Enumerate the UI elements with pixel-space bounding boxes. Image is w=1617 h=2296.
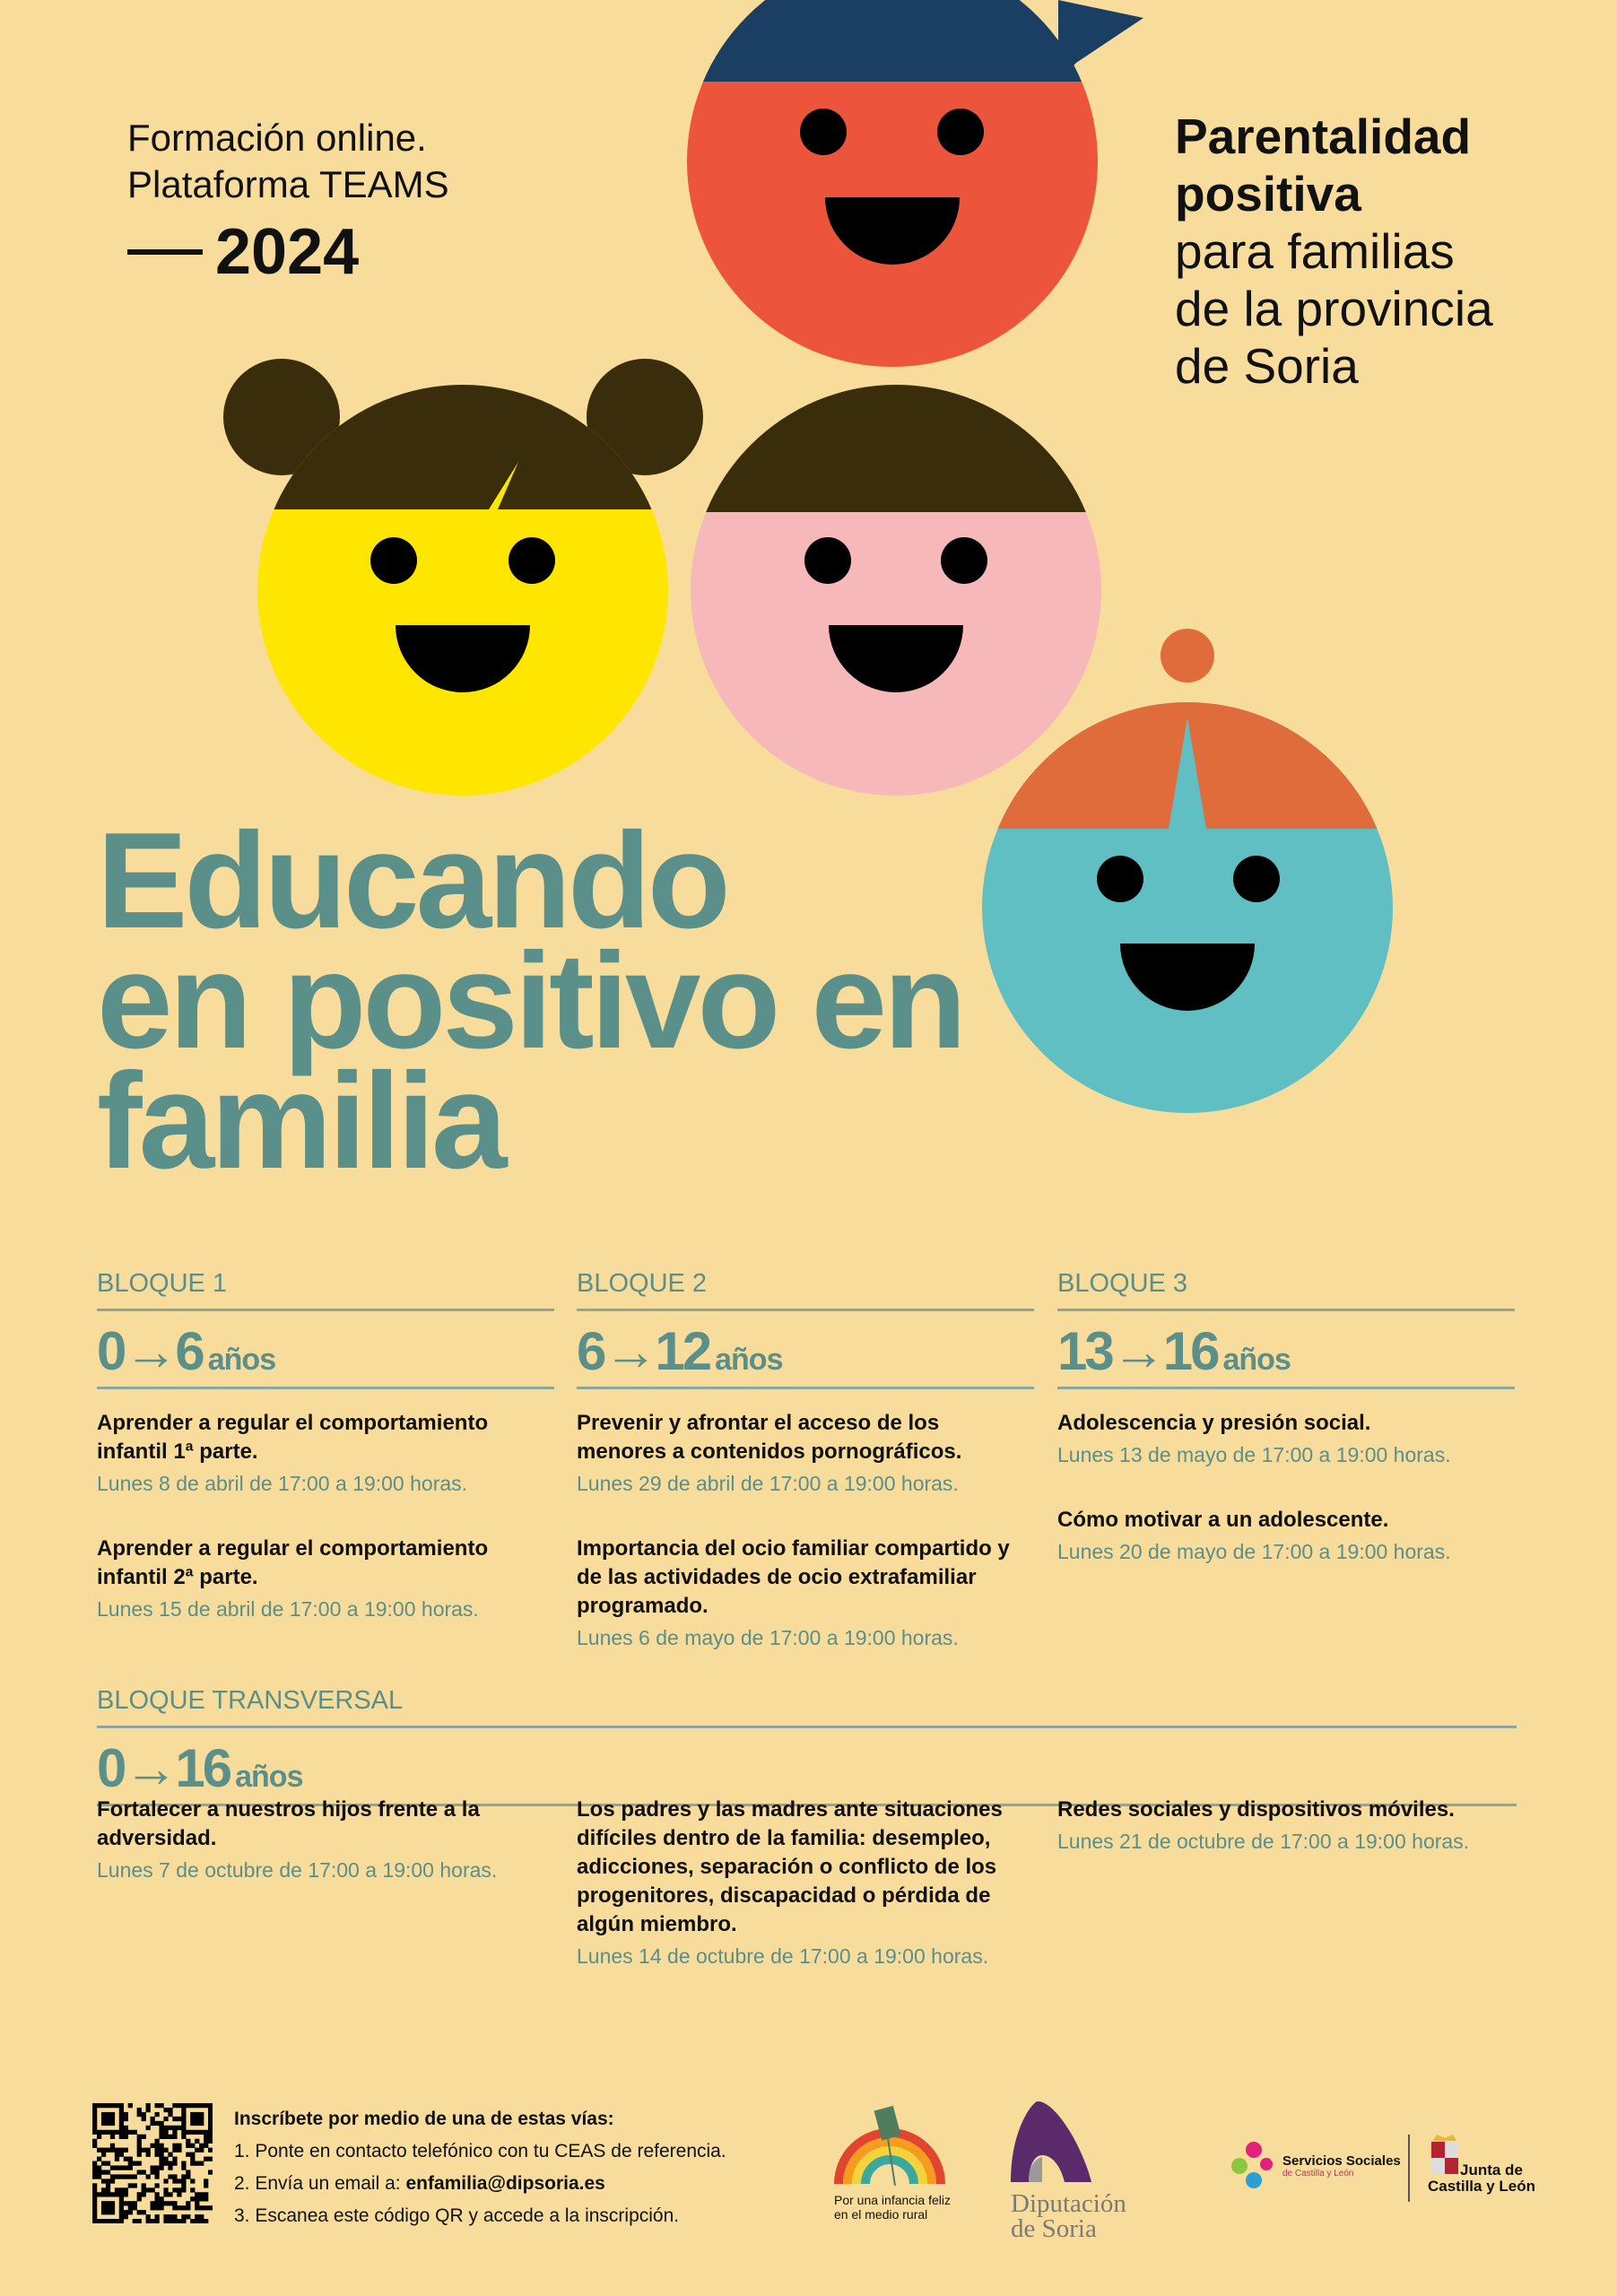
main-title: Educando en positivo en familia — [97, 804, 1083, 1197]
session-title: Los padres y las madres ante situaciones… — [577, 1797, 1003, 1936]
session-item: Redes sociales y dispositivos móviles. Lu… — [1057, 1796, 1515, 1857]
subtitle-line: para familias — [1175, 223, 1455, 279]
session-item: Fortalecer a nuestros hijos frente a la … — [97, 1796, 554, 1885]
block-3: BLOQUE 3 13→16 años Adolescencia y presió… — [1057, 1269, 1515, 1567]
session-date: Lunes 29 de abril de 17:00 a 19:00 horas… — [577, 1472, 959, 1495]
subtitle-bold: Parentalidad — [1175, 109, 1472, 164]
session-title: Aprender a regular el comportamiento inf… — [97, 1536, 489, 1589]
red-face — [687, 0, 1143, 367]
divider — [1057, 1309, 1515, 1311]
session-date: Lunes 15 de abril de 17:00 a 19:00 horas… — [97, 1597, 479, 1621]
diputacion-emblem-icon — [1011, 2101, 1091, 2182]
session-title: Redes sociales y dispositivos móviles. — [1057, 1797, 1455, 1822]
session-date: Lunes 13 de mayo de 17:00 a 19:00 horas. — [1057, 1443, 1451, 1466]
age-range: 6→12 años — [577, 1321, 783, 1381]
block-label: BLOQUE 2 — [577, 1269, 708, 1298]
session-date: Lunes 21 de octubre de 17:00 a 19:00 hor… — [1057, 1830, 1470, 1853]
rainbow-icon — [834, 2105, 945, 2187]
block-2: BLOQUE 2 6→12 años Prevenir y afrontar el… — [577, 1269, 1034, 1653]
session-title: Fortalecer a nuestros hijos frente a la … — [97, 1797, 480, 1850]
logo-text: Castilla y León — [1428, 2178, 1535, 2195]
email-link[interactable]: enfamilia@dipsoria.es — [405, 2173, 605, 2194]
session-item: Aprender a regular el comportamiento inf… — [97, 1409, 554, 1499]
divider — [97, 1726, 1517, 1728]
subtitle-line: de Soria — [1175, 338, 1359, 394]
age-range: 13→16 años — [1057, 1321, 1291, 1381]
people-puzzle-icon — [1231, 2142, 1273, 2188]
title-line: Educando — [97, 804, 731, 957]
pink-face — [691, 385, 1101, 796]
session-title: Adolescencia y presión social. — [1057, 1411, 1371, 1435]
session-title: Prevenir y afrontar el acceso de los men… — [577, 1411, 962, 1464]
title-line: en positivo en — [97, 925, 967, 1077]
session-date: Lunes 8 de abril de 17:00 a 19:00 horas. — [97, 1472, 468, 1495]
divider — [1057, 1387, 1515, 1389]
session-title: Cómo motivar a un adolescente. — [1057, 1508, 1389, 1532]
session-item: Importancia del ocio familiar compartido… — [577, 1535, 1034, 1653]
registration-heading: Inscríbete por medio de una de estas vía… — [234, 2109, 614, 2129]
qr-code[interactable] — [92, 2103, 213, 2228]
subtitle-line: de la provincia — [1175, 281, 1493, 336]
age-range: 0→6 años — [97, 1321, 276, 1381]
logo-text: Junta de — [1460, 2161, 1523, 2179]
session-item: Prevenir y afrontar el acceso de los men… — [577, 1409, 1034, 1499]
logo-text: Por una infancia feliz en el medio rural — [834, 2193, 951, 2222]
block-1: BLOQUE 1 0→6 años Aprender a regular el c… — [97, 1269, 554, 1624]
session-date: Lunes 20 de mayo de 17:00 a 19:00 horas. — [1057, 1540, 1451, 1563]
logo-servicios-sociales: Servicios Sociales de Castilla y León — [1227, 2139, 1401, 2193]
dash-divider — [127, 249, 203, 255]
logo-text: Diputación — [1011, 2189, 1126, 2218]
step-2: 2. Envía un email a: — [234, 2173, 406, 2194]
transversal-block: BLOQUE TRANSVERSAL 0→16 años — [97, 1686, 1517, 1812]
session-title: Aprender a regular el comportamiento inf… — [97, 1411, 489, 1464]
session-item: Cómo motivar a un adolescente. Lunes 20 d… — [1057, 1506, 1515, 1567]
format-info: Formación online. Plataforma TEAMS — [127, 115, 449, 208]
logo-infancia: Por una infancia feliz en el medio rural — [834, 2103, 951, 2222]
format-line: Formación online. — [127, 117, 427, 159]
block-label: BLOQUE TRANSVERSAL — [97, 1686, 404, 1715]
step-1: 1. Ponte en contacto telefónico con tu C… — [234, 2141, 726, 2161]
logo-junta: Junta de Castilla y León — [1428, 2133, 1535, 2195]
session-date: Lunes 7 de octubre de 17:00 a 19:00 hora… — [97, 1858, 498, 1882]
session-item: Aprender a regular el comportamiento inf… — [97, 1535, 554, 1624]
yellow-face — [223, 359, 703, 796]
block-label: BLOQUE 1 — [97, 1269, 228, 1298]
divider — [577, 1309, 1034, 1311]
subtitle-bold: positiva — [1175, 166, 1361, 222]
session-date: Lunes 14 de octubre de 17:00 a 19:00 hor… — [577, 1944, 989, 1968]
divider — [97, 1309, 554, 1311]
session-item: Adolescencia y presión social. Lunes 13 d… — [1057, 1409, 1515, 1470]
divider — [577, 1387, 1034, 1389]
session-title: Importancia del ocio familiar compartido… — [577, 1536, 1010, 1618]
session-item: Los padres y las madres ante situaciones… — [577, 1796, 1034, 1971]
age-range: 0→16 años — [97, 1738, 303, 1798]
divider — [1408, 2135, 1410, 2202]
logo-text: de Castilla y León — [1282, 2169, 1354, 2179]
registration-info: Inscríbete por medio de una de estas vía… — [234, 2103, 726, 2232]
year: 2024 — [127, 215, 359, 289]
year-text: 2024 — [215, 216, 360, 288]
logo-diputacion: Diputación de Soria — [1011, 2101, 1190, 2243]
divider — [97, 1804, 1517, 1806]
title-line: familia — [97, 1045, 508, 1197]
logo-text: Servicios Sociales — [1282, 2153, 1401, 2169]
block-label: BLOQUE 3 — [1057, 1269, 1188, 1298]
session-date: Lunes 6 de mayo de 17:00 a 19:00 horas. — [577, 1626, 959, 1649]
logo-text: de Soria — [1011, 2214, 1097, 2243]
divider — [97, 1387, 554, 1389]
platform-line: Plataforma TEAMS — [127, 163, 449, 205]
program-subtitle: Parentalidad positiva para familias de l… — [1175, 108, 1605, 395]
step-3: 3. Escanea este código QR y accede a la … — [234, 2205, 680, 2226]
coat-of-arms-icon — [1431, 2135, 1458, 2174]
